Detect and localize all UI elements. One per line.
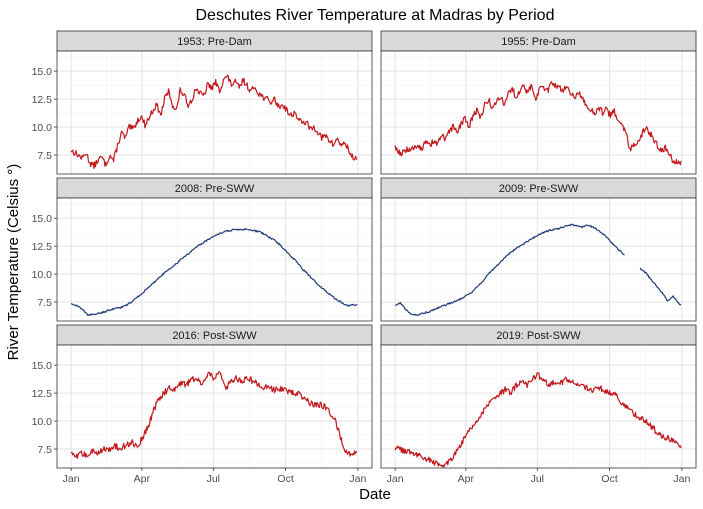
chart-title: Deschutes River Temperature at Madras by… bbox=[196, 7, 555, 24]
y-tick-label: 7.5 bbox=[37, 297, 52, 309]
panel-strip-label: 2019: Post-SWW bbox=[496, 330, 581, 342]
y-tick-label: 12.5 bbox=[32, 388, 53, 400]
panel-5: 2019: Post-SWW Jan Apr Jul Oct Jan bbox=[380, 324, 697, 485]
series-line bbox=[70, 228, 358, 316]
panel-2: 2008: Pre-SWW 7.5 10.0 12.5 15.0 bbox=[32, 177, 373, 322]
x-tick-label: Jul bbox=[531, 473, 544, 485]
panel-strip-label: 1953: Pre-Dam bbox=[177, 36, 252, 48]
panel-4: 2016: Post-SWW 7.5 10.0 12.5 15.0 Jan Apr Jul Oc… bbox=[32, 324, 373, 485]
x-tick-label: Jan bbox=[63, 473, 80, 485]
x-tick-label: Jan bbox=[349, 473, 366, 485]
panel-3: 2009: Pre-SWW bbox=[380, 177, 697, 322]
panel-border bbox=[56, 50, 373, 175]
panel-border bbox=[380, 197, 697, 322]
panel-border bbox=[56, 344, 373, 469]
x-tick-label: Apr bbox=[134, 473, 151, 485]
panel-border bbox=[56, 197, 373, 322]
y-tick-label: 10.0 bbox=[32, 269, 53, 281]
panel-background bbox=[381, 198, 696, 321]
panel-background bbox=[381, 51, 696, 174]
series-line bbox=[639, 267, 682, 306]
y-tick-label: 7.5 bbox=[37, 444, 52, 456]
x-tick-label: Jan bbox=[387, 473, 404, 485]
panel-background bbox=[57, 51, 372, 174]
panel-1: 1955: Pre-Dam bbox=[380, 30, 697, 175]
panel-border bbox=[380, 344, 697, 469]
y-tick-label: 12.5 bbox=[32, 241, 53, 253]
panel-strip-label: 2008: Pre-SWW bbox=[175, 183, 255, 195]
series-line bbox=[394, 81, 682, 166]
panel-strip-label: 2009: Pre-SWW bbox=[499, 183, 579, 195]
y-tick-label: 10.0 bbox=[32, 122, 53, 134]
x-tick-label: Jul bbox=[207, 473, 220, 485]
y-tick-label: 7.5 bbox=[37, 150, 52, 162]
x-tick-label: Oct bbox=[601, 473, 617, 485]
y-tick-label: 15.0 bbox=[32, 360, 53, 372]
series-line bbox=[394, 223, 625, 316]
panel-background bbox=[381, 345, 696, 468]
panel-0: 1953: Pre-Dam 7.5 10.0 12.5 15.0 bbox=[32, 30, 373, 175]
series-line bbox=[70, 74, 358, 169]
panels: 1953: Pre-Dam 7.5 10.0 12.5 15.0 1955: Pre-Da… bbox=[32, 30, 697, 485]
y-tick-label: 15.0 bbox=[32, 66, 53, 78]
panel-strip-label: 1955: Pre-Dam bbox=[501, 36, 576, 48]
x-tick-label: Oct bbox=[277, 473, 293, 485]
panel-strip-label: 2016: Post-SWW bbox=[172, 330, 257, 342]
y-tick-label: 12.5 bbox=[32, 94, 53, 106]
y-tick-label: 15.0 bbox=[32, 213, 53, 225]
panel-border bbox=[380, 50, 697, 175]
y-tick-label: 10.0 bbox=[32, 416, 53, 428]
x-tick-label: Jan bbox=[673, 473, 690, 485]
series-line bbox=[70, 371, 358, 459]
x-axis-title: Date bbox=[359, 486, 391, 503]
x-tick-label: Apr bbox=[458, 473, 475, 485]
y-axis-title: River Temperature (Celsius °) bbox=[5, 164, 22, 361]
panel-background bbox=[57, 198, 372, 321]
series-line bbox=[394, 372, 682, 468]
